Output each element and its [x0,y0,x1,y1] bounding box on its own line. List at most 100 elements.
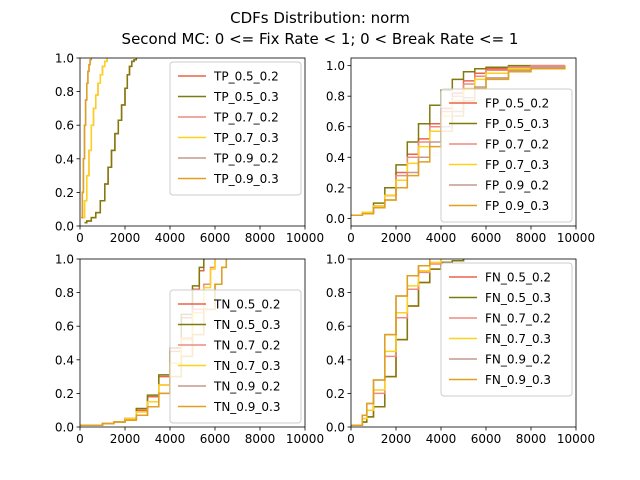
legend-label: TP_0.9_0.2 [213,152,279,166]
axes-frame [79,57,306,227]
y-tick-label: 1.0 [326,59,345,73]
y-tick-label: 0.4 [55,152,74,166]
legend: FN_0.5_0.2 FN_0.5_0.3 FN_0.7_0.2 FN_0.7_0.3… [440,262,573,397]
x-tick-label: 2000 [381,231,412,245]
y-tick-label: 0.2 [326,387,345,401]
x-tick-label: 0 [76,231,84,245]
subplot-tp: 0 2000 4000 6000 8000 10000 0.0 0.2 0.4 0.6 0.8 1.0… [55,52,324,246]
y-tick-label: 0.2 [326,181,345,195]
x-tick-label: 6000 [200,231,231,245]
legend-label: TN_0.7_0.2 [213,339,280,353]
legend-label: FP_0.5_0.2 [485,97,549,111]
y-tick-label: 0.6 [326,120,345,134]
legend-label: FP_0.7_0.2 [485,138,549,152]
subplot-tn: 0 2000 4000 6000 8000 10000 0.0 0.2 0.4 0.6 0.8 1.0… [55,253,324,447]
axes-frame [79,258,306,428]
x-tick-label: 0 [76,432,84,446]
x-tick-label: 2000 [110,231,141,245]
legend-label: FN_0.7_0.3 [485,332,551,346]
series-line-fn-0-9-0-3 [351,259,431,427]
legend-label: TP_0.5_0.2 [213,70,279,84]
legend-label: FP_0.9_0.3 [485,199,549,213]
y-tick-label: 0.4 [55,353,74,367]
x-tick-label: 8000 [245,432,276,446]
x-tick-label: 6000 [471,231,502,245]
x-tick-label: 4000 [426,432,457,446]
legend-label: TP_0.7_0.2 [213,111,279,125]
x-tick-label: 0 [347,231,355,245]
y-tick-label: 0.0 [326,421,345,435]
x-tick-label: 4000 [155,231,186,245]
legend-label: TN_0.9_0.3 [213,400,280,414]
legend-label: TN_0.7_0.3 [213,359,280,373]
y-tick-label: 0.8 [326,286,345,300]
legend-box [169,289,302,424]
series-line-tp-0-9-0-3 [81,58,93,219]
legend-box [440,88,573,223]
x-tick-label: 8000 [516,231,547,245]
series-line-tp-0-7-0-3 [82,58,108,219]
legend-label: TN_0.9_0.2 [213,380,280,394]
y-tick-label: 0.2 [55,387,74,401]
legend-label: TN_0.5_0.3 [213,318,280,332]
legend-label: TP_0.9_0.3 [213,172,279,186]
figure-title-line1: CDFs Distribution: norm [230,9,410,27]
legend: TN_0.5_0.2 TN_0.5_0.3 TN_0.7_0.2 TN_0.7_0.3… [169,289,302,424]
series-line-tp-0-5-0-3 [84,58,138,224]
subplot-fp: 0 2000 4000 6000 8000 10000 0.0 0.2 0.4 0.6 0.8 1.0… [326,57,595,245]
y-tick-label: 0.4 [326,353,345,367]
legend-label: FN_0.5_0.3 [485,291,551,305]
x-tick-label: 10000 [286,432,324,446]
legend-label: TN_0.5_0.2 [213,298,280,312]
legend-label: TP_0.7_0.3 [213,131,279,145]
x-tick-label: 10000 [286,231,324,245]
y-tick-label: 0.6 [326,320,345,334]
series-line-fp-0-5-0-3 [351,64,531,217]
x-tick-label: 4000 [155,432,186,446]
subplot-grid: 0 2000 4000 6000 8000 100000.00.20.40.60.81.0… [55,52,595,447]
legend-box [440,262,573,397]
legend: TP_0.5_0.2 TP_0.5_0.3 TP_0.7_0.2 TP_0.7_0.3… [169,61,302,196]
subplot-fn: 0 2000 4000 6000 8000 10000 0.0 0.2 0.4 0.6 0.8 1.0… [326,253,595,447]
x-tick-label: 6000 [471,432,502,446]
legend-box [169,61,302,196]
axes-frame [350,258,577,428]
series-line-tp-0-7-0-2 [82,58,108,219]
x-tick-label: 6000 [200,432,231,446]
y-tick-label: 1.0 [326,253,345,267]
x-tick-label: 10000 [557,231,595,245]
y-tick-label: 0.6 [55,119,74,133]
y-tick-label: 0.0 [55,220,74,234]
x-tick-label: 4000 [426,231,457,245]
series-line-fn-0-7-0-3 [351,259,442,427]
y-tick-label: 1.0 [55,52,74,66]
legend-label: FN_0.5_0.2 [485,271,551,285]
y-tick-label: 0.8 [55,286,74,300]
x-tick-label: 8000 [245,231,276,245]
y-tick-label: 0.0 [55,421,74,435]
x-tick-label: 2000 [110,432,141,446]
legend-label: FP_0.7_0.3 [485,158,549,172]
y-tick-label: 0.8 [326,90,345,104]
axes-frame [350,57,577,227]
legend: FP_0.5_0.2 FP_0.5_0.3 FP_0.7_0.2 FP_0.7_0.3… [440,88,573,223]
x-tick-label: 0 [347,432,355,446]
figure-title-line2: Second MC: 0 <= Fix Rate < 1; 0 < Break … [122,30,519,48]
y-tick-label: 1.0 [55,253,74,267]
y-tick-label: 0.6 [55,320,74,334]
x-tick-label: 2000 [381,432,412,446]
series-group [81,58,138,224]
series-group [351,259,465,427]
y-tick-label: 0.0 [326,212,345,226]
series-line-tp-0-5-0-2 [84,58,138,224]
y-tick-label: 0.4 [326,151,345,165]
x-tick-label: 8000 [516,432,547,446]
legend-label: FP_0.5_0.3 [485,117,549,131]
y-tick-label: 0.8 [55,85,74,99]
y-tick-label: 0.2 [55,186,74,200]
legend-label: FN_0.7_0.2 [485,312,551,326]
legend-label: FN_0.9_0.2 [485,353,551,367]
legend-label: TP_0.5_0.3 [213,90,279,104]
legend-label: FP_0.9_0.2 [485,179,549,193]
